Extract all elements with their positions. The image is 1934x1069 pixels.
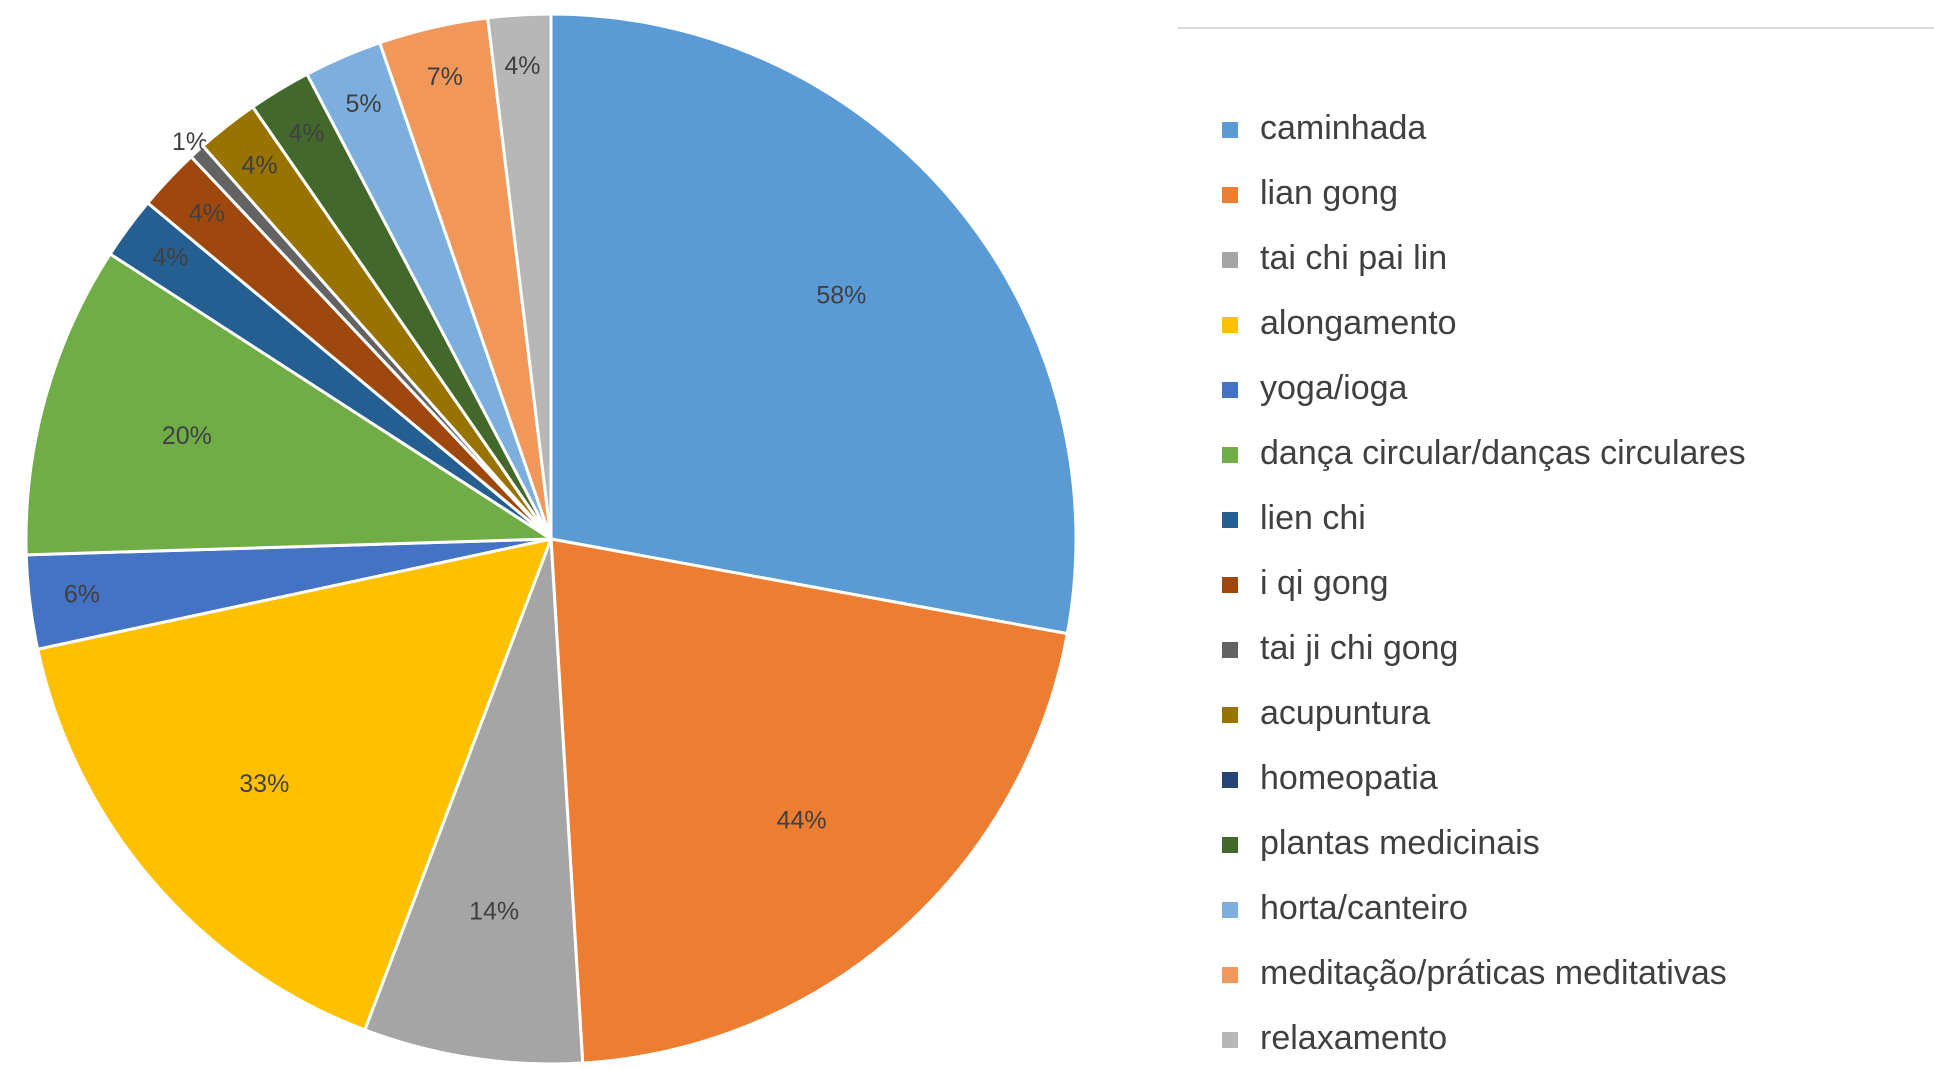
- legend-label: plantas medicinais: [1260, 824, 1540, 862]
- legend-label: i qi gong: [1260, 564, 1389, 602]
- legend-label: meditação/práticas meditativas: [1260, 954, 1727, 992]
- legend-label: acupuntura: [1260, 694, 1430, 732]
- legend-label: homeopatia: [1260, 759, 1438, 797]
- data-label: 5%: [346, 90, 382, 118]
- data-label: 14%: [469, 897, 519, 925]
- pie-slice: [35, 536, 554, 1032]
- legend-label: tai ji chi gong: [1260, 629, 1458, 667]
- pie-slice: [486, 12, 553, 540]
- data-label: 7%: [427, 63, 463, 91]
- legend-swatch: [1222, 512, 1238, 528]
- data-label: 4%: [152, 244, 188, 272]
- data-label: 58%: [816, 282, 866, 310]
- legend-swatch: [1222, 707, 1238, 723]
- pie-slice: [24, 251, 556, 557]
- legend-swatch: [1222, 187, 1238, 203]
- data-label: 44%: [777, 807, 827, 835]
- legend-label: horta/canteiro: [1260, 889, 1468, 927]
- legend-label: lien chi: [1260, 499, 1366, 537]
- legend-label: relaxamento: [1260, 1019, 1447, 1057]
- data-label: 33%: [239, 770, 289, 798]
- legend-label: dança circular/danças circulares: [1260, 434, 1746, 472]
- legend-label: tai chi pai lin: [1260, 239, 1447, 277]
- data-label: 4%: [504, 52, 540, 80]
- pie-slice: [549, 537, 1070, 1065]
- data-label: 4%: [288, 119, 324, 147]
- legend-swatch: [1222, 447, 1238, 463]
- legend-swatch: [1222, 1032, 1238, 1048]
- legend-swatch: [1222, 122, 1238, 138]
- data-label: 4%: [189, 200, 225, 228]
- legend-swatch: [1222, 772, 1238, 788]
- data-label: 1%: [172, 128, 208, 156]
- data-label: 4%: [242, 152, 278, 180]
- legend-label: yoga/ioga: [1260, 369, 1408, 407]
- legend-swatch: [1222, 317, 1238, 333]
- legend-swatch: [1222, 902, 1238, 918]
- data-label: 20%: [162, 422, 212, 450]
- legend-swatch: [1222, 837, 1238, 853]
- pie-slice: [549, 12, 1078, 636]
- legend-swatch: [1222, 642, 1238, 658]
- data-label: 6%: [64, 581, 100, 609]
- legend-label: lian gong: [1260, 174, 1398, 212]
- legend-label: alongamento: [1260, 304, 1457, 342]
- legend-swatch: [1222, 967, 1238, 983]
- legend-swatch: [1222, 577, 1238, 593]
- legend-label: caminhada: [1260, 109, 1426, 147]
- legend-swatch: [1222, 252, 1238, 268]
- pie-slice: [362, 538, 585, 1066]
- legend-swatch: [1222, 382, 1238, 398]
